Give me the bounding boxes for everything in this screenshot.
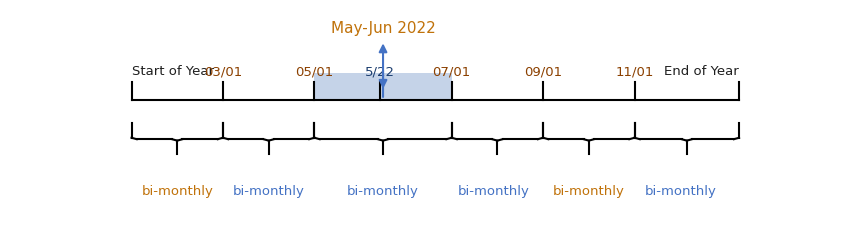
Text: bi-monthly: bi-monthly xyxy=(347,185,419,199)
Text: 07/01: 07/01 xyxy=(432,65,470,78)
Text: 5/22: 5/22 xyxy=(365,65,395,78)
Text: bi-monthly: bi-monthly xyxy=(553,185,625,199)
Text: 03/01: 03/01 xyxy=(204,65,242,78)
Text: bi-monthly: bi-monthly xyxy=(142,185,213,199)
Text: May-Jun 2022: May-Jun 2022 xyxy=(330,21,436,36)
Text: bi-monthly: bi-monthly xyxy=(458,185,530,199)
Text: End of Year: End of Year xyxy=(664,65,739,78)
Text: Start of Year: Start of Year xyxy=(132,65,213,78)
Bar xyxy=(314,73,452,100)
Text: bi-monthly: bi-monthly xyxy=(233,185,304,199)
Text: 11/01: 11/01 xyxy=(615,65,654,78)
Text: 09/01: 09/01 xyxy=(524,65,562,78)
Text: bi-monthly: bi-monthly xyxy=(644,185,717,199)
Text: 05/01: 05/01 xyxy=(295,65,334,78)
